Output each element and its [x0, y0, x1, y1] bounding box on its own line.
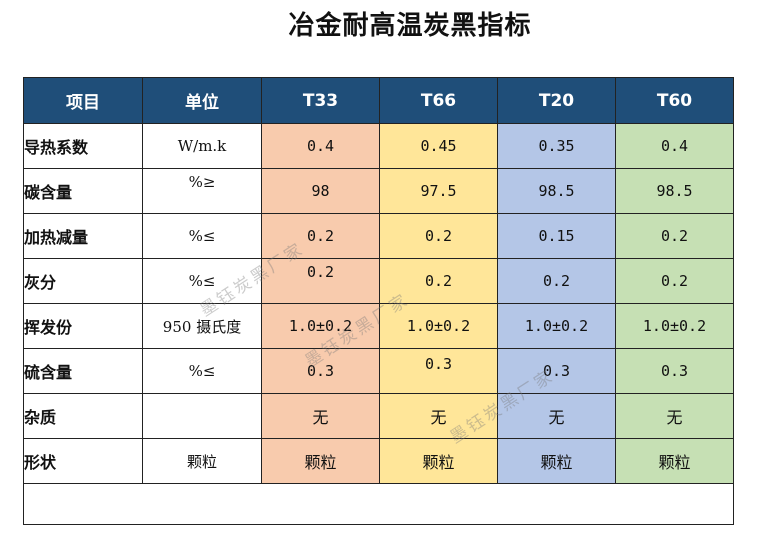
value-cell-t20: 0.2: [497, 258, 616, 304]
unit-cell: %≤: [142, 213, 262, 259]
row-label: 导热系数: [23, 123, 143, 169]
header-t33: T33: [261, 77, 380, 124]
header-t60: T60: [615, 77, 734, 124]
table-row: 挥发份 950 摄氏度 1.0±0.2 1.0±0.2 1.0±0.2 1.0±…: [23, 303, 734, 349]
value-cell-t60: 0.2: [615, 213, 734, 259]
row-label: 杂质: [23, 393, 143, 439]
value-cell-t20: 0.35: [497, 123, 616, 169]
value-cell-t20: 颗粒: [497, 438, 616, 484]
unit-cell: %≥: [142, 168, 262, 214]
unit-cell: %≤: [142, 348, 262, 394]
table-row: 灰分 %≤ 0.2 0.2 0.2 0.2: [23, 258, 734, 304]
table-row: 导热系数 W/m.k 0.4 0.45 0.35 0.4: [23, 123, 734, 169]
value-cell-t20: 98.5: [497, 168, 616, 214]
value-cell-t33: 0.4: [261, 123, 380, 169]
row-label: 硫含量: [23, 348, 143, 394]
row-label: 灰分: [23, 258, 143, 304]
value-cell-t60: 无: [615, 393, 734, 439]
value-cell-t33: 无: [261, 393, 380, 439]
value-cell-t66: 0.2: [379, 258, 498, 304]
table-row: 杂质 无 无 无 无: [23, 393, 734, 439]
table-row: 加热减量 %≤ 0.2 0.2 0.15 0.2: [23, 213, 734, 259]
table-row: 形状 颗粒 颗粒 颗粒 颗粒 颗粒: [23, 438, 734, 484]
unit-text: %≥: [188, 173, 216, 191]
value-cell-t33: 1.0±0.2: [261, 303, 380, 349]
table-row: 碳含量 %≥ 98 97.5 98.5 98.5: [23, 168, 734, 214]
value-cell-t20: 无: [497, 393, 616, 439]
page-title: 冶金耐高温炭黑指标: [288, 11, 532, 41]
unit-cell: 950 摄氏度: [142, 303, 262, 349]
value-cell-t66: 0.45: [379, 123, 498, 169]
value-cell-t33: 98: [261, 168, 380, 214]
value-cell-t33: 0.3: [261, 348, 380, 394]
value-cell-t60: 0.4: [615, 123, 734, 169]
row-label: 加热减量: [23, 213, 143, 259]
table-row: 硫含量 %≤ 0.3 0.3 0.3 0.3: [23, 348, 734, 394]
header-unit: 单位: [142, 77, 262, 124]
value-cell-t33: 颗粒: [261, 438, 380, 484]
header-t20: T20: [497, 77, 616, 124]
value-cell-t20: 0.3: [497, 348, 616, 394]
row-label: 形状: [23, 438, 143, 484]
header-t66: T66: [379, 77, 498, 124]
value-cell-t60: 0.3: [615, 348, 734, 394]
row-label: 挥发份: [23, 303, 143, 349]
unit-cell: W/m.k: [142, 123, 262, 169]
value-cell-t66: 0.3: [379, 348, 498, 394]
unit-cell: %≤: [142, 258, 262, 304]
value-cell-t20: 0.15: [497, 213, 616, 259]
value-cell-t33: 0.2: [261, 258, 380, 304]
value-cell-t66: 0.2: [379, 213, 498, 259]
value-cell-t60: 0.2: [615, 258, 734, 304]
header-item: 项目: [23, 77, 143, 124]
value-cell-t60: 1.0±0.2: [615, 303, 734, 349]
unit-cell: 颗粒: [142, 438, 262, 484]
value-text: 0.2: [306, 263, 335, 281]
value-text: 0.3: [424, 355, 453, 373]
value-cell-t60: 颗粒: [615, 438, 734, 484]
spec-sheet: 项目 单位 T33 T66 T20 T60 导热系数 W/m.k 0.4 0.4…: [23, 77, 734, 525]
value-cell-t33: 0.2: [261, 213, 380, 259]
spec-table: 项目 单位 T33 T66 T20 T60 导热系数 W/m.k 0.4 0.4…: [23, 77, 734, 484]
unit-cell: [142, 393, 262, 439]
row-label: 碳含量: [23, 168, 143, 214]
header-row: 项目 单位 T33 T66 T20 T60: [23, 77, 734, 124]
value-cell-t66: 1.0±0.2: [379, 303, 498, 349]
value-cell-t66: 97.5: [379, 168, 498, 214]
value-cell-t20: 1.0±0.2: [497, 303, 616, 349]
value-cell-t66: 颗粒: [379, 438, 498, 484]
value-cell-t66: 无: [379, 393, 498, 439]
value-cell-t60: 98.5: [615, 168, 734, 214]
